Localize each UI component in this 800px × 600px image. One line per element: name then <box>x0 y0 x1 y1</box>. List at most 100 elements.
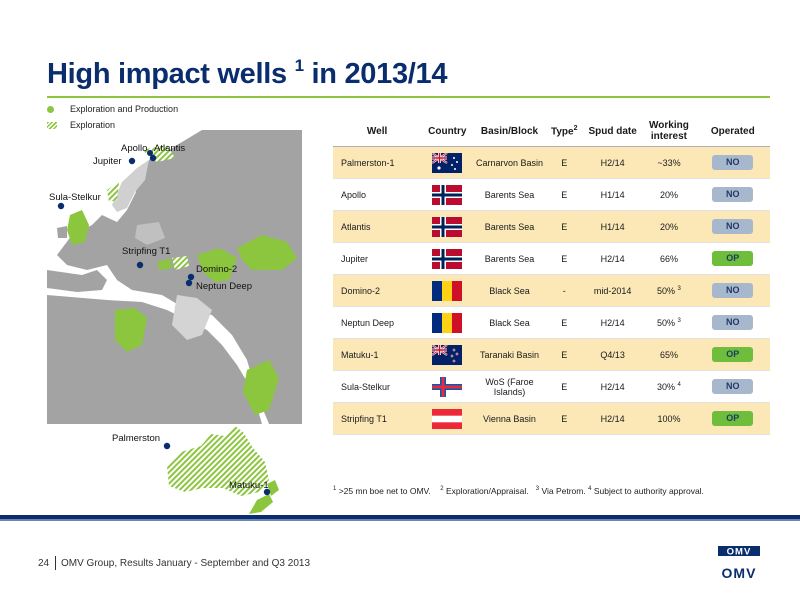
cell-type: E <box>545 402 583 435</box>
cell-spud: H2/14 <box>582 146 643 179</box>
cell-basin: Barents Sea <box>473 178 546 211</box>
cell-well: Atlantis <box>333 210 422 243</box>
map-label-atlantis: Atlantis <box>154 143 186 154</box>
cell-country <box>421 274 474 307</box>
cell-spud: H1/14 <box>582 178 643 211</box>
cell-operated: OP <box>695 402 770 435</box>
legend-label-exploration: Exploration <box>70 120 116 130</box>
cell-country <box>421 146 474 179</box>
cell-basin: Taranaki Basin <box>473 338 546 371</box>
cell-country <box>421 338 474 371</box>
norway-flag-icon <box>432 248 463 269</box>
omv-logo-mark-icon: OMV <box>718 546 760 558</box>
cell-operated: NO <box>695 146 770 179</box>
table-row: Jupiter Barents Sea E H2/14 66% OP <box>333 242 770 275</box>
australia-flag-icon <box>432 152 463 173</box>
newzealand-flag-icon <box>432 344 463 365</box>
cell-well: Sula-Stelkur <box>333 370 422 403</box>
map-label-apollo: Apollo <box>121 143 148 154</box>
title-main: High impact wells <box>47 58 287 90</box>
table-row: Sula-Stelkur WoS (Faroe Islands) E H2/14 30%… <box>333 370 770 403</box>
cell-well: Palmerston-1 <box>333 146 422 179</box>
cell-basin: Black Sea <box>473 274 546 307</box>
wi-footnote-ref: 4 <box>677 381 681 388</box>
cell-wi: 50% 3 <box>642 306 696 339</box>
romania-flag-icon <box>432 280 463 301</box>
cell-well: Jupiter <box>333 242 422 275</box>
footnote-3-ref: 3 <box>535 486 540 493</box>
table-row: Palmerston-1 Carnarvon Basin E H2/14 ~33% NO <box>333 146 770 179</box>
cell-country <box>421 306 474 339</box>
wi-value: 20% <box>659 189 678 200</box>
cell-wi: 100% <box>642 402 696 435</box>
cell-type: E <box>545 178 583 211</box>
wi-footnote-ref: 3 <box>677 317 681 324</box>
map-label-sula: Sula-Stelkur <box>49 192 101 203</box>
apollo-marker <box>128 157 136 165</box>
cell-type: E <box>545 338 583 371</box>
table-row: Domino-2 Black Sea - mid-2014 50% 3 NO <box>333 274 770 307</box>
neptun-marker <box>185 279 193 287</box>
footnote-4-text: Subject to authority approval. <box>593 486 704 496</box>
page-title: High impact wells 1 in 2013/14 <box>47 56 448 91</box>
cell-basin: Carnarvon Basin <box>473 146 546 179</box>
operated-badge: NO <box>712 219 754 234</box>
romania-flag-icon <box>432 312 463 333</box>
col-header-operated: Operated <box>695 116 770 147</box>
cell-well: Stripfing T1 <box>333 402 422 435</box>
operated-badge: NO <box>712 187 754 202</box>
europe-map <box>47 130 302 424</box>
cell-basin: Barents Sea <box>473 242 546 275</box>
footnote-2-text: Exploration/Appraisal. <box>445 486 529 496</box>
cell-type: E <box>545 306 583 339</box>
stripfing-marker <box>136 261 144 269</box>
cell-wi: 65% <box>642 338 696 371</box>
operated-badge: OP <box>712 347 754 362</box>
wi-value: 20% <box>659 221 678 232</box>
cell-well: Domino-2 <box>333 274 422 307</box>
cell-basin: Black Sea <box>473 306 546 339</box>
operated-badge: OP <box>712 251 754 266</box>
cell-wi: 20% <box>642 178 696 211</box>
australia-map <box>163 426 287 515</box>
footnote-3-text: Via Petrom. <box>541 486 586 496</box>
table-row: Matuku-1 Taranaki Basin E Q4/13 65% OP <box>333 338 770 371</box>
map-label-neptun: Neptun Deep <box>196 281 252 292</box>
page-number: 24 <box>38 558 50 569</box>
cell-type: E <box>545 146 583 179</box>
table-row: Stripfing T1 Vienna Basin E H2/14 100% OP <box>333 402 770 435</box>
cell-operated: NO <box>695 210 770 243</box>
cell-wi: 20% <box>642 210 696 243</box>
type-header-label: Type <box>550 126 574 138</box>
cell-country <box>421 242 474 275</box>
cell-wi: ~33% <box>642 146 696 179</box>
wi-value: 65% <box>659 349 678 360</box>
cell-spud: H2/14 <box>582 402 643 435</box>
cell-well: Apollo <box>333 178 422 211</box>
matuku-marker <box>263 488 271 496</box>
footer-text: OMV Group, Results January - September a… <box>61 558 311 569</box>
atlantis-marker-2 <box>147 150 153 156</box>
footer-band <box>0 515 800 521</box>
cell-wi: 50% 3 <box>642 274 696 307</box>
table-row: Neptun Deep Black Sea E H2/14 50% 3 NO <box>333 306 770 339</box>
cell-spud: H2/14 <box>582 306 643 339</box>
wi-value: 30% <box>657 381 676 392</box>
cell-type: E <box>545 242 583 275</box>
col-header-well: Well <box>333 116 422 147</box>
cell-wi: 30% 4 <box>642 370 696 403</box>
wi-footnote-ref: 3 <box>677 285 681 292</box>
cell-type: - <box>545 274 583 307</box>
col-header-wi: Working interest <box>642 116 696 147</box>
svg-text:OMV: OMV <box>727 547 752 558</box>
cell-spud: H2/14 <box>582 242 643 275</box>
table-body: Palmerston-1 Carnarvon Basin E H2/14 ~33% NO… <box>333 146 770 435</box>
cell-well: Matuku-1 <box>333 338 422 371</box>
cell-spud: Q4/13 <box>582 338 643 371</box>
omv-logo: OMV OMV <box>708 543 770 580</box>
legend-dot-icon <box>47 105 54 113</box>
cell-operated: NO <box>695 370 770 403</box>
cell-basin: Barents Sea <box>473 210 546 243</box>
norway-flag-icon <box>432 184 463 205</box>
cell-operated: NO <box>695 274 770 307</box>
